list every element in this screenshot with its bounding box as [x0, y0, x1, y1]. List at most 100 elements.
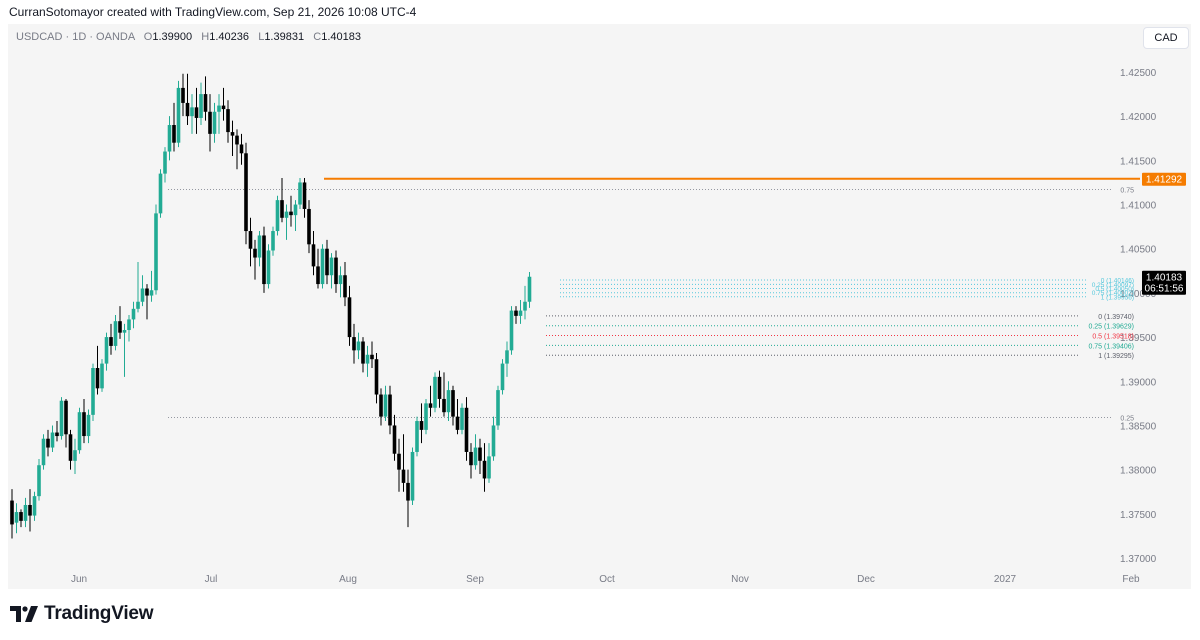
fib-lower-label: 0.75 (1.39406): [1088, 343, 1134, 350]
candle-body: [388, 394, 392, 426]
y-tick-label: 1.39500: [1120, 333, 1157, 344]
candle-body: [50, 432, 55, 448]
x-tick-label: Oct: [599, 574, 615, 585]
candle-body: [293, 204, 298, 216]
close-value: 1.40183: [321, 31, 361, 43]
candle-body: [127, 319, 131, 331]
candle-body: [208, 111, 212, 134]
candle-body: [307, 208, 311, 245]
candle-body: [23, 504, 28, 521]
candle-body: [433, 376, 437, 408]
y-tick-label: 1.37500: [1120, 510, 1157, 521]
candle-body: [500, 363, 505, 391]
close-label: C: [313, 31, 322, 43]
fib-upper-label: 1 (1.39956): [1101, 294, 1134, 301]
candle-body: [140, 288, 145, 302]
candle-body: [149, 290, 154, 296]
candle-body: [37, 465, 41, 497]
high-label: H: [201, 31, 210, 43]
candle-body: [239, 144, 244, 154]
x-tick-label: Jun: [71, 574, 87, 585]
candle-body: [383, 394, 388, 417]
x-tick-label: 2027: [994, 574, 1017, 585]
candle-body: [28, 504, 32, 516]
candle-body: [86, 414, 91, 437]
candle-body: [464, 407, 469, 452]
candle-body: [365, 354, 370, 364]
candle-body: [379, 394, 383, 417]
candle-body: [212, 111, 217, 134]
fib-lower-label: 1 (1.39295): [1098, 353, 1134, 360]
candle-body: [401, 469, 406, 483]
candle-body: [505, 350, 509, 364]
candle-body: [460, 407, 464, 430]
y-tick-label: 1.42000: [1120, 112, 1157, 123]
candle-body: [221, 105, 226, 110]
candle-body: [266, 250, 271, 285]
candle-body: [478, 447, 482, 461]
candle-body: [217, 105, 221, 112]
candle-body: [311, 244, 316, 267]
current-price-label: 1.40183: [1146, 273, 1183, 284]
candle-body: [523, 301, 527, 311]
candle-body: [487, 456, 491, 479]
symbol-legend: USDCAD · 1D · OANDA O1.39900 H1.40236 L1…: [16, 31, 361, 43]
candle-body: [325, 248, 329, 276]
candle-body: [473, 447, 478, 466]
candle-body: [190, 107, 194, 117]
candle-body: [32, 496, 37, 516]
candle-body: [131, 308, 136, 320]
y-tick-label: 1.37000: [1120, 554, 1157, 565]
y-tick-label: 1.40500: [1120, 245, 1157, 256]
candle-body: [59, 400, 64, 437]
x-tick-label: Nov: [731, 574, 749, 585]
candle-body: [419, 421, 424, 430]
candle-body: [167, 125, 172, 152]
fib-upper-label: 0 (1.40146): [1101, 278, 1134, 285]
candle-body: [352, 337, 356, 351]
candle-body: [10, 500, 14, 525]
brand-name: TradingView: [44, 603, 154, 624]
fib-lower-label: 0.5 (1.39518): [1092, 334, 1134, 341]
candle-body: [338, 275, 343, 285]
candle-body: [410, 451, 415, 501]
resistance-price-label: 1.41292: [1146, 175, 1183, 186]
candle-body: [518, 310, 523, 316]
y-tick-label: 1.41000: [1120, 201, 1157, 212]
y-tick-label: 1.38000: [1120, 466, 1157, 477]
candle-body: [14, 512, 19, 523]
candle-body: [230, 132, 235, 136]
candle-body: [280, 200, 284, 218]
candle-body: [91, 368, 95, 415]
candle-body: [415, 421, 419, 452]
candle-body: [19, 512, 23, 521]
candle-body: [361, 341, 365, 364]
candle-body: [397, 453, 401, 470]
tradingview-brand: TradingView: [10, 603, 154, 625]
currency-button[interactable]: CAD: [1143, 27, 1189, 49]
x-tick-label: Aug: [339, 574, 357, 585]
candle-body: [298, 182, 302, 205]
candle-body: [136, 301, 140, 309]
candle-body: [248, 231, 253, 249]
candle-body: [109, 337, 113, 346]
candle-body: [302, 182, 307, 209]
candle-body: [424, 403, 428, 430]
candle-body: [244, 153, 248, 232]
candle-body: [185, 102, 190, 117]
candle-body: [482, 460, 487, 479]
candle-body: [55, 432, 59, 437]
candle-body: [64, 400, 68, 435]
x-tick-label: Jul: [205, 574, 218, 585]
candle-body: [68, 434, 73, 461]
y-tick-label: 1.40000: [1120, 289, 1157, 300]
current-price-badge: [1142, 270, 1186, 295]
candle-body: [496, 390, 500, 426]
resistance-price-badge: [1142, 172, 1186, 186]
candle-body: [455, 416, 460, 430]
candle-body: [469, 451, 473, 466]
candle-body: [316, 266, 320, 285]
candle-body: [194, 107, 199, 118]
candle-body: [374, 359, 379, 395]
